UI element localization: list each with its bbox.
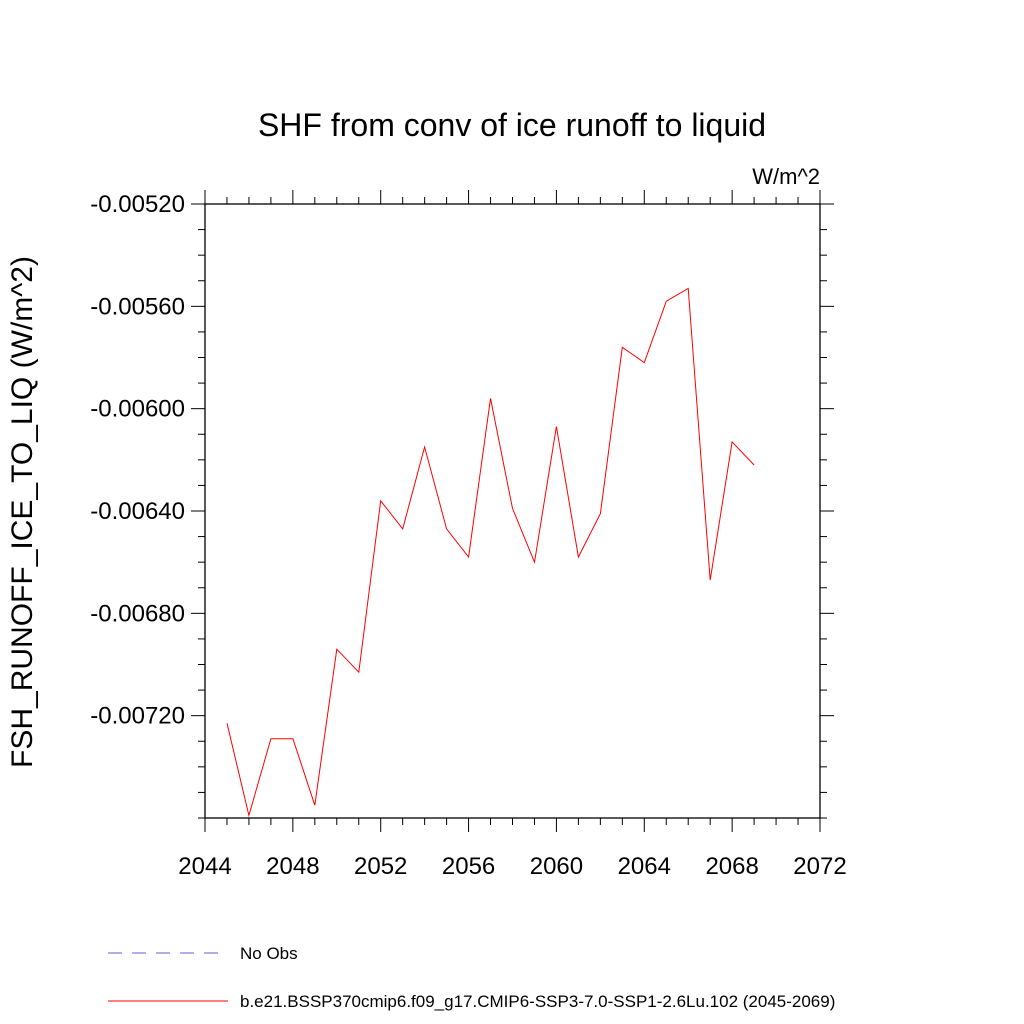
plot-frame [204, 203, 821, 819]
y-axis-label: FSH_RUNOFF_ICE_TO_LIQ (W/m^2) [6, 256, 39, 768]
y-tick-label: -0.00720 [90, 703, 185, 730]
x-tick-label: 2060 [530, 853, 583, 880]
legend: No Obs b.e21.BSSP370cmip6.f09_g17.CMIP6-… [108, 944, 835, 1011]
x-tick-label: 2068 [705, 853, 758, 880]
chart-title: SHF from conv of ice runoff to liquid [258, 107, 766, 143]
x-tick-label: 2052 [354, 853, 407, 880]
series-line [226, 287, 755, 818]
y-tick-label: -0.00680 [90, 600, 185, 627]
legend-no-obs-label: No Obs [240, 944, 298, 963]
series-lines [226, 287, 755, 818]
x-tick-label: 2044 [178, 853, 231, 880]
x-tick-label: 2064 [618, 853, 671, 880]
x-tick-label: 2072 [793, 853, 846, 880]
y-tick-label: -0.00640 [90, 498, 185, 525]
y-tick-labels: -0.00520 -0.00560 -0.00600 -0.00640 -0.00680… [90, 191, 185, 730]
x-tick-label: 2048 [266, 853, 319, 880]
y-tick-label: -0.00560 [90, 293, 185, 320]
legend-series-label: b.e21.BSSP370cmip6.f09_g17.CMIP6-SSP3-7.… [240, 992, 835, 1011]
axis-ticks [191, 190, 834, 832]
y-tick-label: -0.00520 [90, 191, 185, 218]
units-label: W/m^2 [752, 164, 820, 189]
y-tick-label: -0.00600 [90, 396, 185, 423]
x-tick-labels: 2044 2048 2052 2056 2060 2064 2068 2072 [178, 853, 846, 880]
x-tick-label: 2056 [442, 853, 495, 880]
